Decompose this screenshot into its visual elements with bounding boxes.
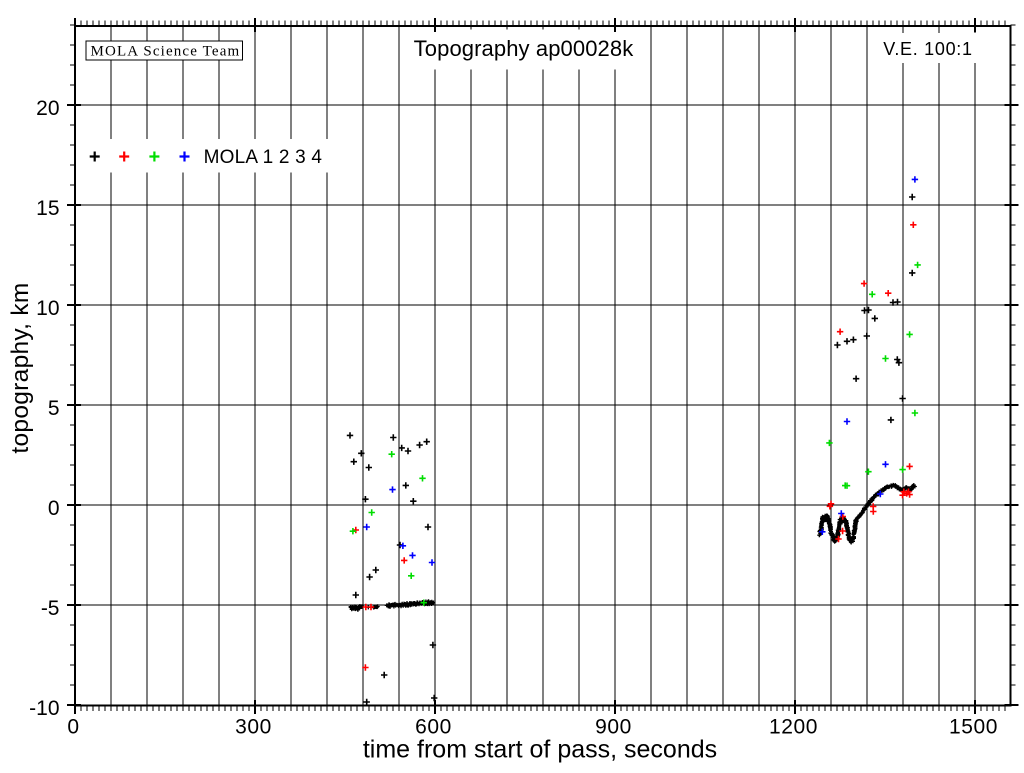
svg-text:1500: 1500 xyxy=(949,716,998,739)
svg-text:20: 20 xyxy=(36,97,59,120)
svg-text:-10: -10 xyxy=(29,697,59,720)
svg-text:-5: -5 xyxy=(41,597,60,620)
svg-text:5: 5 xyxy=(48,397,60,420)
svg-text:600: 600 xyxy=(415,716,452,739)
svg-text:0: 0 xyxy=(48,497,60,520)
svg-text:V.E. 100:1: V.E. 100:1 xyxy=(883,39,972,59)
svg-text:900: 900 xyxy=(595,716,632,739)
svg-text:1200: 1200 xyxy=(769,716,818,739)
svg-text:MOLA 1 2 3 4: MOLA 1 2 3 4 xyxy=(204,147,323,168)
svg-text:300: 300 xyxy=(235,716,272,739)
svg-text:topography, km: topography, km xyxy=(7,282,34,453)
svg-text:10: 10 xyxy=(36,297,59,320)
svg-text:0: 0 xyxy=(67,716,79,739)
svg-text:Topography ap00028k: Topography ap00028k xyxy=(414,36,635,61)
svg-text:MOLA Science Team: MOLA Science Team xyxy=(91,44,241,60)
svg-text:time from start of pass, secon: time from start of pass, seconds xyxy=(363,736,717,764)
svg-text:15: 15 xyxy=(36,197,59,220)
